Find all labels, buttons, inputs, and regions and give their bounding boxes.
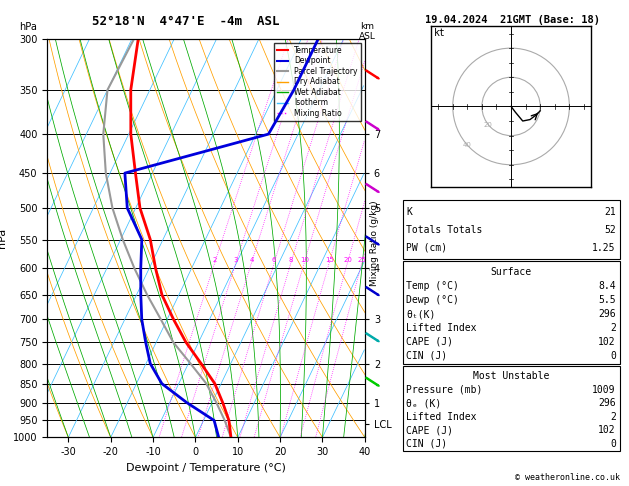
Text: 1.25: 1.25: [593, 243, 616, 253]
Text: Pressure (mb): Pressure (mb): [406, 385, 482, 395]
Text: kt: kt: [434, 29, 445, 38]
Text: Dewp (°C): Dewp (°C): [406, 295, 459, 305]
Text: 40: 40: [463, 142, 472, 148]
Legend: Temperature, Dewpoint, Parcel Trajectory, Dry Adiabat, Wet Adiabat, Isotherm, Mi: Temperature, Dewpoint, Parcel Trajectory…: [274, 43, 361, 121]
Text: CIN (J): CIN (J): [406, 351, 447, 361]
Text: 0: 0: [610, 351, 616, 361]
Text: 10: 10: [300, 257, 309, 263]
Text: hPa: hPa: [19, 22, 36, 32]
Text: 25: 25: [357, 257, 366, 263]
Text: 0: 0: [610, 439, 616, 449]
Text: K: K: [406, 208, 412, 217]
Text: 20: 20: [343, 257, 352, 263]
Text: θₜ(K): θₜ(K): [406, 309, 436, 319]
X-axis label: Dewpoint / Temperature (°C): Dewpoint / Temperature (°C): [126, 463, 286, 473]
Text: θₑ (K): θₑ (K): [406, 399, 442, 408]
Text: CAPE (J): CAPE (J): [406, 337, 454, 347]
Text: 52: 52: [604, 225, 616, 235]
Text: Mixing Ratio (g/kg): Mixing Ratio (g/kg): [370, 200, 379, 286]
Text: 4: 4: [249, 257, 253, 263]
Text: 2: 2: [213, 257, 217, 263]
Text: © weatheronline.co.uk: © weatheronline.co.uk: [515, 473, 620, 482]
Text: 15: 15: [325, 257, 333, 263]
Text: 19.04.2024  21GMT (Base: 18): 19.04.2024 21GMT (Base: 18): [425, 15, 600, 25]
Text: Lifted Index: Lifted Index: [406, 412, 477, 422]
Text: 8: 8: [289, 257, 293, 263]
Text: CAPE (J): CAPE (J): [406, 425, 454, 435]
Text: CIN (J): CIN (J): [406, 439, 447, 449]
Text: 6: 6: [272, 257, 277, 263]
Text: 296: 296: [598, 399, 616, 408]
Text: Totals Totals: Totals Totals: [406, 225, 482, 235]
Y-axis label: hPa: hPa: [0, 228, 8, 248]
Text: 5.5: 5.5: [598, 295, 616, 305]
Text: 102: 102: [598, 425, 616, 435]
Text: 20: 20: [483, 122, 492, 128]
Text: 2: 2: [610, 323, 616, 333]
Text: 1009: 1009: [593, 385, 616, 395]
Text: Most Unstable: Most Unstable: [473, 371, 549, 382]
Text: 2: 2: [610, 412, 616, 422]
Text: 52°18'N  4°47'E  -4m  ASL: 52°18'N 4°47'E -4m ASL: [92, 15, 279, 28]
Text: km
ASL: km ASL: [359, 22, 376, 41]
Text: 3: 3: [233, 257, 238, 263]
Text: 102: 102: [598, 337, 616, 347]
Text: Lifted Index: Lifted Index: [406, 323, 477, 333]
Text: Temp (°C): Temp (°C): [406, 281, 459, 291]
Text: 8.4: 8.4: [598, 281, 616, 291]
Text: PW (cm): PW (cm): [406, 243, 447, 253]
Text: 21: 21: [604, 208, 616, 217]
Text: Surface: Surface: [491, 267, 532, 277]
Text: 296: 296: [598, 309, 616, 319]
